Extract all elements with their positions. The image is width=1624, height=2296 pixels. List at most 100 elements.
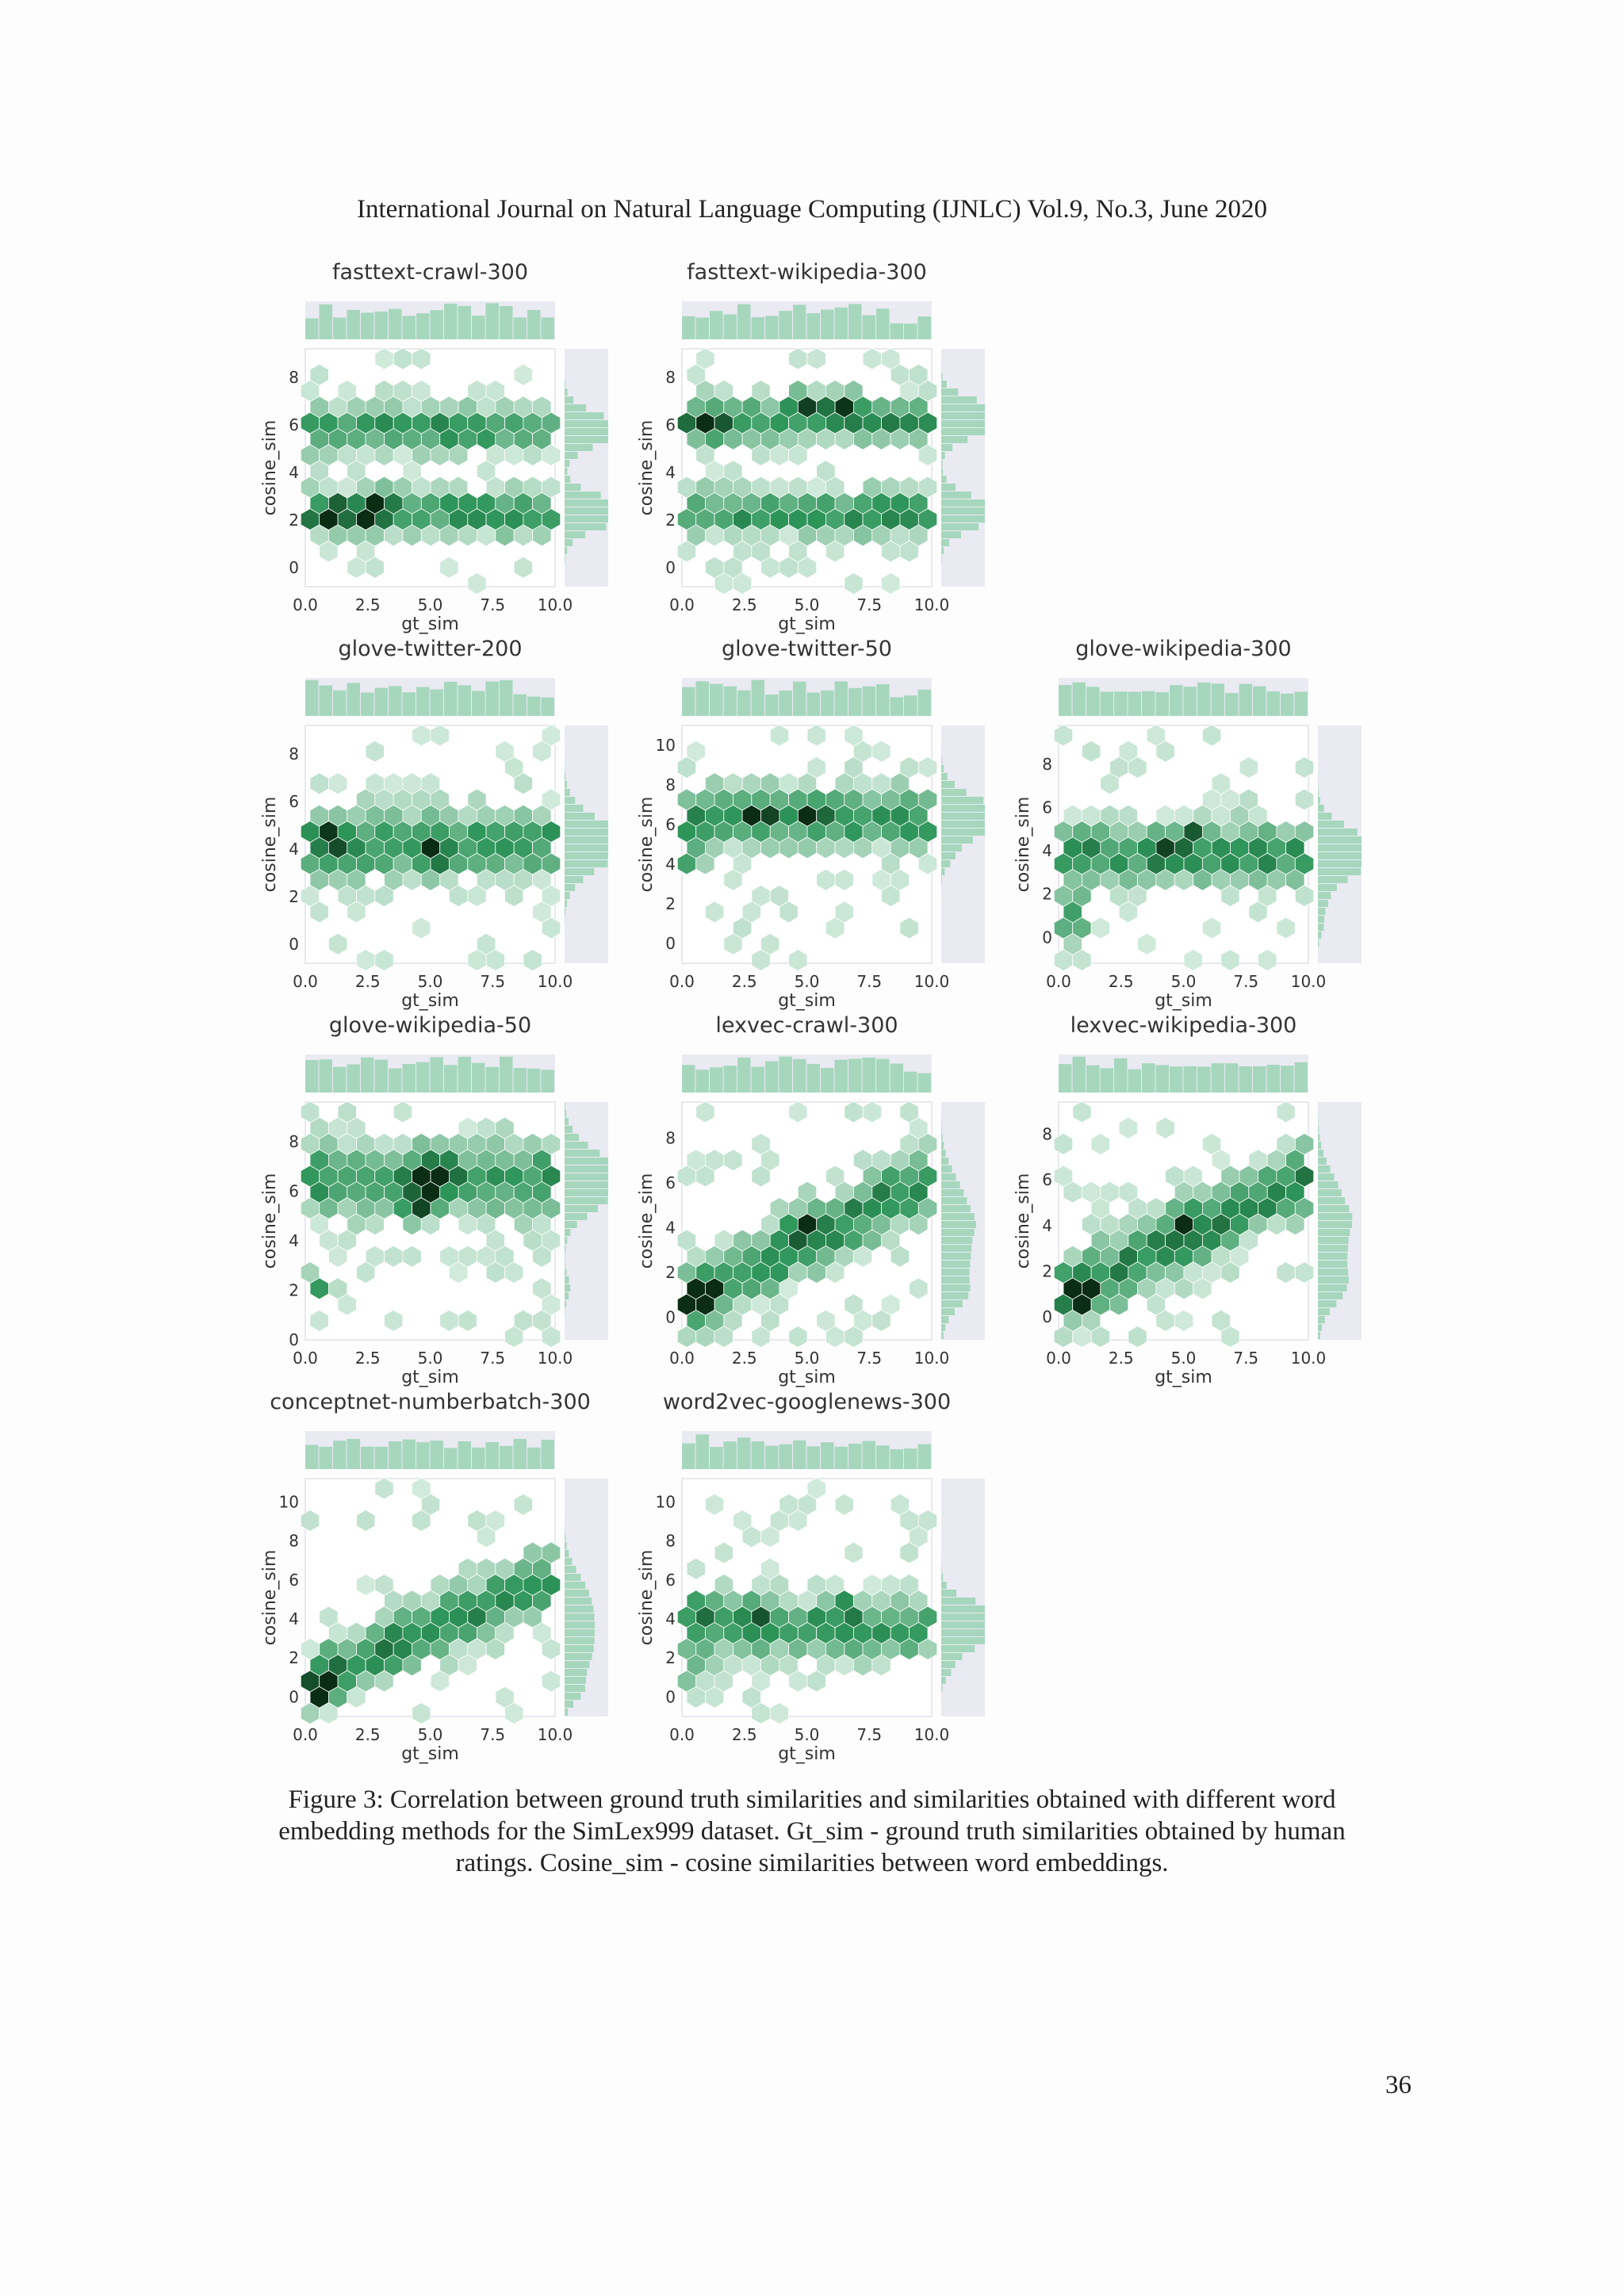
y-tick-label: 8 — [665, 1128, 676, 1147]
y-tick-label: 4 — [1042, 841, 1052, 860]
hexbin-cell — [806, 724, 826, 747]
x-tick-label: 5.0 — [795, 595, 820, 614]
top-marginal-bar — [834, 1446, 848, 1469]
x-tick-label: 2.5 — [732, 595, 757, 614]
hexbin-cell — [300, 1510, 320, 1532]
y-tick-label: 6 — [289, 1182, 299, 1201]
top-marginal-bar — [513, 1067, 527, 1093]
top-marginal-bar — [305, 679, 319, 716]
right-marginal-bar — [941, 1158, 949, 1165]
right-marginal-bar — [941, 547, 944, 554]
top-marginal-bar — [834, 307, 848, 339]
right-marginal-bar — [941, 404, 985, 411]
right-marginal-bar — [1318, 1292, 1343, 1299]
top-marginal-bar — [430, 689, 443, 716]
right-marginal-bar — [941, 860, 951, 867]
right-marginal-bar — [941, 836, 974, 844]
right-marginal-bar — [1318, 1197, 1346, 1204]
hexbin-cell — [541, 1541, 561, 1564]
top-marginal-bar — [1225, 693, 1239, 716]
right-marginal-bar — [941, 515, 985, 522]
right-marginal-bar — [565, 1709, 569, 1716]
right-marginal-bar — [941, 1126, 942, 1133]
y-tick-label: 4 — [1042, 1216, 1052, 1235]
right-marginal-bar — [941, 476, 947, 483]
top-marginal-bar — [723, 1066, 737, 1093]
y-tick-label: 10 — [656, 736, 676, 755]
hexbin-cell — [1220, 949, 1240, 971]
x-tick-label: 7.5 — [480, 595, 505, 614]
x-tick-label: 0.0 — [293, 972, 318, 991]
top-marginal-bar — [389, 1441, 402, 1469]
right-marginal-bar — [941, 499, 985, 507]
hexbin-cell — [467, 572, 487, 595]
hexbin-cell — [862, 1100, 882, 1123]
top-marginal-bar — [444, 681, 458, 716]
hexbin-cell — [541, 1133, 561, 1155]
hexbin-cell — [513, 363, 533, 386]
x-tick-label: 10.0 — [914, 972, 950, 991]
top-marginal-bar — [890, 697, 903, 716]
top-marginal-bar — [513, 317, 527, 339]
top-marginal-bar — [444, 303, 458, 339]
right-marginal-bar — [941, 1629, 985, 1636]
top-marginal-bar — [347, 1438, 360, 1469]
hexbin-cell — [327, 932, 348, 955]
hexbin-cell — [1118, 1181, 1138, 1203]
hexbin-cell — [816, 460, 836, 483]
right-marginal-bar — [565, 492, 601, 499]
top-marginal-bar — [710, 311, 723, 339]
right-marginal-bar — [941, 868, 945, 875]
x-tick-label: 7.5 — [856, 972, 882, 991]
hexbin-cell — [495, 1116, 515, 1139]
x-tick-label: 10.0 — [538, 972, 573, 991]
x-tick-label: 10.0 — [538, 1349, 573, 1368]
x-axis-label: gt_sim — [401, 614, 459, 634]
x-tick-label: 5.0 — [795, 1725, 820, 1744]
y-axis-label: cosine_sim — [637, 420, 657, 516]
hexbin-cell — [834, 901, 854, 924]
right-marginal-bar — [941, 1566, 942, 1573]
x-tick-label: 0.0 — [669, 1349, 695, 1368]
right-marginal-bar — [565, 523, 607, 530]
right-marginal-bar — [941, 813, 985, 820]
hexbin-cell — [541, 724, 561, 747]
hexbin-cell — [844, 1541, 864, 1564]
top-marginal-bar — [374, 1446, 388, 1469]
x-tick-label: 10.0 — [1291, 1349, 1327, 1368]
subplot-glove-wikipedia-50: glove-wikipedia-50 0.0 2.5 5.0 7.5 10.0 gt_sim… — [260, 1013, 608, 1387]
top-marginal-bar — [876, 308, 890, 339]
right-marginal-bar — [565, 1677, 586, 1684]
right-marginal-bar — [941, 1613, 985, 1621]
right-marginal-bar — [1318, 939, 1320, 947]
y-tick-label: 4 — [665, 1609, 676, 1628]
right-marginal-bar — [565, 1566, 576, 1573]
right-marginal-bar — [565, 1701, 574, 1708]
top-marginal-bar — [527, 1447, 541, 1469]
hexbin-cell — [686, 1557, 706, 1580]
y-tick-label: 6 — [289, 1571, 299, 1590]
top-marginal-bar — [723, 314, 737, 339]
right-marginal-bar — [565, 452, 578, 459]
hexbin-cell — [337, 1100, 357, 1123]
right-marginal-bar — [1318, 852, 1362, 859]
right-marginal-bar — [1318, 868, 1362, 875]
right-marginal-bar — [1318, 1276, 1349, 1284]
top-marginal-bar — [1128, 691, 1141, 716]
hexbin-cell — [1053, 1133, 1074, 1155]
right-marginal-bar — [1318, 924, 1324, 931]
right-marginal-bar — [941, 1142, 944, 1149]
y-tick-label: 8 — [665, 1532, 676, 1551]
right-marginal-bar — [565, 1284, 571, 1292]
hexbin-cell — [513, 1493, 533, 1516]
top-marginal-bar — [319, 1059, 332, 1093]
y-tick-label: 0 — [289, 558, 299, 577]
right-marginal-bar — [941, 1245, 972, 1252]
top-marginal-bar — [821, 690, 834, 716]
right-marginal-bar — [941, 1197, 967, 1204]
top-marginal-bar — [821, 309, 834, 339]
right-marginal-bar — [565, 1661, 590, 1668]
y-tick-label: 2 — [665, 894, 676, 913]
hexbin-cell — [751, 1133, 771, 1155]
top-marginal-bar — [541, 1439, 554, 1469]
